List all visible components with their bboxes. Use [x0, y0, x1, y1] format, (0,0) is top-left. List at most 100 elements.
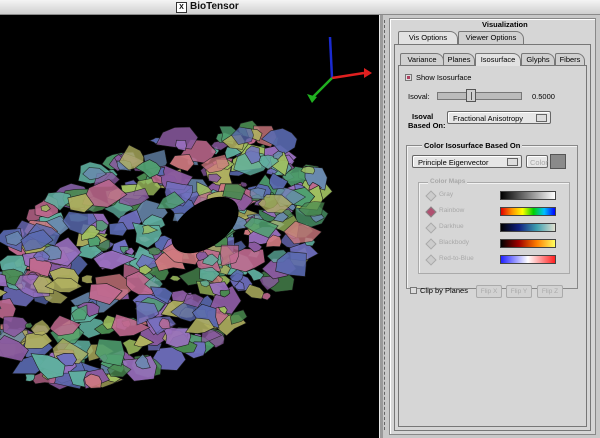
isosurface-gap: [171, 196, 239, 254]
isosurface-fragment: [257, 194, 294, 214]
isosurface-fragment: [228, 268, 244, 283]
isosurface-fragment: [147, 246, 162, 256]
isosurface-fragment: [108, 222, 128, 237]
isosurface-fragment: [161, 325, 192, 348]
flip-y-button[interactable]: Flip Y: [506, 285, 532, 298]
isoval-based-value: Fractional Anisotropy: [453, 114, 524, 123]
colormap-preview-red-to-blue: [500, 255, 556, 264]
isosurface-fragment: [219, 289, 231, 298]
isosurface-fragment: [0, 273, 8, 288]
axes-widget: [307, 36, 372, 103]
isosurface-fragment: [20, 229, 54, 252]
colormap-label: Rainbow: [439, 207, 465, 214]
clip-by-planes-label: Clip by Planes: [420, 286, 468, 295]
isosurface-fragment: [150, 174, 163, 185]
axis-x-red: [331, 71, 365, 80]
isosurface-fragment: [111, 313, 151, 337]
isosurface-fragment: [134, 159, 162, 179]
isosurface-fragment: [156, 191, 186, 210]
color-swatch[interactable]: [550, 154, 566, 169]
isosurface-fragment: [76, 302, 100, 318]
isosurface-fragment: [25, 373, 36, 382]
colormap-preview-rainbow: [500, 207, 556, 216]
isosurface-fragment: [201, 328, 223, 345]
color-based-value: Principle Eigenvector: [418, 158, 489, 167]
isosurface-fragment: [218, 306, 228, 315]
isosurface-fragment: [62, 211, 98, 235]
isosurface-fragment: [272, 211, 289, 223]
colormap-preview-gray: [500, 191, 556, 200]
show-isosurface-checkbox[interactable]: [405, 74, 412, 81]
color-maps-group: [418, 182, 570, 274]
isosurface-fragment: [71, 304, 88, 321]
isosurface-fragment: [30, 353, 66, 380]
isosurface-fragment: [300, 165, 316, 175]
isosurface-fragment: [155, 126, 199, 150]
isosurface-fragment: [275, 251, 307, 277]
isosurface-fragment: [138, 264, 153, 276]
isosurface-fragment: [283, 220, 323, 245]
isosurface-fragment: [243, 217, 279, 239]
isosurface-fragment: [244, 284, 265, 300]
isoval-based-dropdown[interactable]: Fractional Anisotropy: [447, 111, 551, 124]
isosurface-fragment: [0, 330, 2, 336]
isosurface-fragment: [5, 230, 25, 246]
isosurface-fragment: [0, 288, 8, 298]
window-menu-icon[interactable]: X: [176, 2, 187, 13]
isosurface-fragment: [95, 220, 109, 232]
tab-viewer-options[interactable]: Viewer Options: [458, 31, 524, 44]
isosurface-fragment: [298, 201, 326, 217]
isosurface-fragment: [183, 293, 205, 308]
isosurface-fragment: [219, 244, 239, 267]
isosurface-fragment: [269, 172, 289, 190]
tab-planes[interactable]: Planes: [443, 53, 475, 66]
splitter[interactable]: [379, 15, 383, 438]
isosurface-render[interactable]: [0, 15, 379, 438]
visualization-panel: Visualization Vis Options Viewer Options…: [389, 18, 596, 435]
isosurface-fragment: [222, 183, 246, 201]
show-isosurface-label: Show Isosurface: [416, 73, 472, 82]
panel-title: Visualization: [482, 20, 528, 29]
color-isosurface-title: Color Isosurface Based On: [422, 141, 523, 150]
isosurface-fragment: [32, 275, 56, 294]
isoval-slider-thumb[interactable]: [466, 89, 476, 102]
isosurface-fragment: [195, 251, 209, 262]
isosurface-fragment: [84, 373, 102, 389]
color-maps-title: Color Maps: [428, 178, 468, 185]
isosurface-fragment: [175, 139, 187, 152]
3d-viewer[interactable]: [0, 15, 379, 438]
isosurface-fragment: [135, 353, 151, 370]
isosurface-fragment: [272, 150, 284, 160]
isosurface-fragment: [81, 274, 93, 284]
isosurface-fragment: [184, 317, 215, 334]
color-based-dropdown[interactable]: Principle Eigenvector: [412, 155, 522, 168]
tab-glyphs[interactable]: Glyphs: [521, 53, 555, 66]
clip-by-planes-checkbox[interactable]: [410, 287, 417, 294]
divider: [384, 20, 385, 430]
isosurface-fragment: [43, 191, 73, 212]
isosurface-fragment: [150, 286, 173, 305]
isoval-slider-track[interactable]: [437, 92, 522, 100]
isosurface-fragment: [24, 322, 33, 329]
dropdown-arrow-icon: [507, 158, 518, 166]
isosurface-fragment: [246, 268, 265, 282]
isosurface-fragment: [192, 303, 220, 329]
isosurface-fragment: [265, 234, 283, 248]
color-button[interactable]: Color: [526, 155, 548, 168]
isosurface-fragment: [119, 246, 130, 255]
colormap-label: Darkhue: [439, 223, 464, 230]
isosurface-fragment: [67, 193, 95, 213]
flip-x-button[interactable]: Flip X: [476, 285, 502, 298]
isosurface-fragment: [0, 306, 2, 310]
isoval-value: 0.5000: [532, 92, 555, 101]
isoval-label: Isoval:: [408, 92, 430, 101]
tab-isosurface[interactable]: Isosurface: [475, 53, 521, 66]
isosurface-fragment: [234, 280, 245, 290]
title-bar[interactable]: X BioTensor: [0, 0, 600, 15]
colormap-preview-darkhue: [500, 223, 556, 232]
colormap-label: Blackbody: [439, 239, 469, 246]
tab-vis-options[interactable]: Vis Options: [398, 31, 458, 44]
flip-z-button[interactable]: Flip Z: [537, 285, 563, 298]
isosurface-fragment: [249, 187, 266, 200]
tab-fibers[interactable]: Fibers: [555, 53, 585, 66]
